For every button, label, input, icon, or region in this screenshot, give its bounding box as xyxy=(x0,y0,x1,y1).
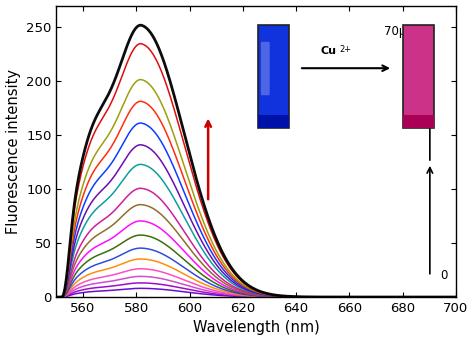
Y-axis label: Fluorescence intensity: Fluorescence intensity xyxy=(6,69,20,234)
Bar xyxy=(258,115,289,128)
FancyBboxPatch shape xyxy=(258,26,289,128)
Text: 0: 0 xyxy=(440,269,447,282)
FancyBboxPatch shape xyxy=(403,26,434,128)
Bar xyxy=(403,115,434,128)
Text: 2+: 2+ xyxy=(339,45,351,54)
Text: Cu: Cu xyxy=(320,46,337,56)
FancyBboxPatch shape xyxy=(261,42,270,95)
X-axis label: Wavelength (nm): Wavelength (nm) xyxy=(193,321,319,336)
Text: 70μM: 70μM xyxy=(383,25,416,38)
